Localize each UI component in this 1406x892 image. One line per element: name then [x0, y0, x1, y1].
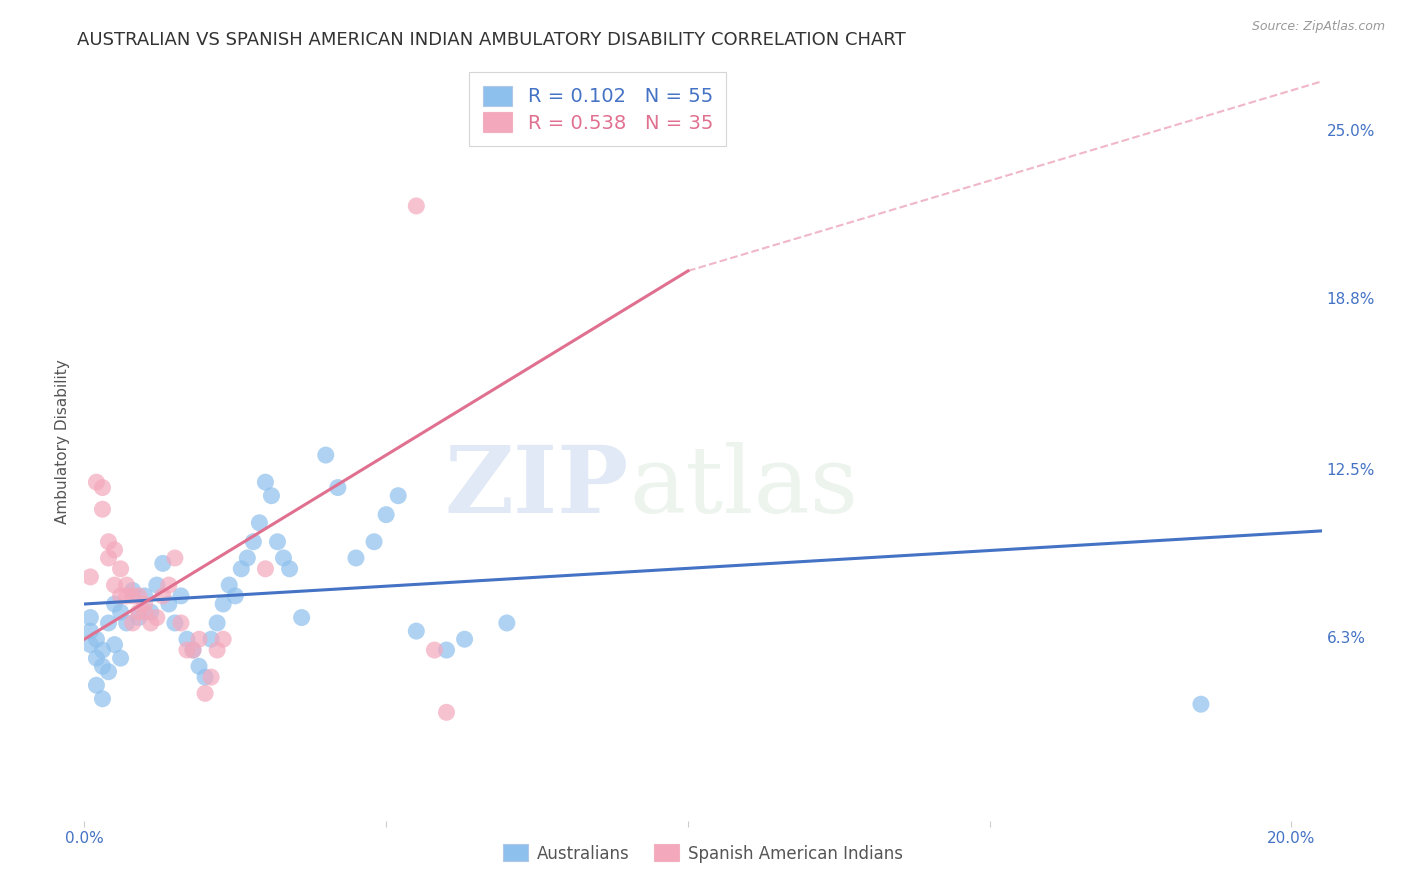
Point	[97, 551, 120, 566]
Point	[79, 638, 101, 652]
Point	[121, 583, 143, 598]
Point	[194, 686, 217, 700]
Point	[326, 481, 349, 495]
Point	[134, 597, 156, 611]
Point	[110, 651, 132, 665]
Point	[91, 643, 114, 657]
Point	[436, 706, 458, 720]
Point	[273, 551, 295, 566]
Point	[405, 199, 427, 213]
Point	[218, 578, 240, 592]
Point	[86, 632, 108, 647]
Point	[194, 670, 217, 684]
Point	[91, 659, 114, 673]
Point	[157, 597, 180, 611]
Point	[97, 534, 120, 549]
Point	[146, 578, 169, 592]
Point	[291, 610, 314, 624]
Point	[103, 638, 125, 652]
Point	[103, 578, 125, 592]
Point	[115, 615, 138, 630]
Point	[79, 624, 101, 639]
Point	[423, 643, 446, 657]
Point	[115, 589, 138, 603]
Point	[224, 589, 246, 603]
Point	[344, 551, 367, 566]
Point	[139, 605, 162, 619]
Point	[200, 670, 222, 684]
Point	[103, 597, 125, 611]
Point	[242, 534, 264, 549]
Point	[163, 551, 186, 566]
Point	[152, 557, 174, 571]
Text: Source: ZipAtlas.com: Source: ZipAtlas.com	[1251, 20, 1385, 33]
Point	[188, 632, 211, 647]
Point	[97, 615, 120, 630]
Point	[170, 615, 193, 630]
Point	[134, 605, 156, 619]
Point	[110, 605, 132, 619]
Point	[115, 578, 138, 592]
Point	[375, 508, 398, 522]
Point	[157, 578, 180, 592]
Point	[128, 605, 150, 619]
Point	[254, 562, 277, 576]
Point	[176, 643, 198, 657]
Point	[278, 562, 301, 576]
Point	[387, 489, 409, 503]
Point	[260, 489, 283, 503]
Point	[79, 610, 101, 624]
Point	[236, 551, 259, 566]
Point	[405, 624, 427, 639]
Point	[91, 691, 114, 706]
Point	[79, 570, 101, 584]
Point	[86, 651, 108, 665]
Point	[247, 516, 270, 530]
Point	[86, 475, 108, 490]
Text: AUSTRALIAN VS SPANISH AMERICAN INDIAN AMBULATORY DISABILITY CORRELATION CHART: AUSTRALIAN VS SPANISH AMERICAN INDIAN AM…	[77, 31, 905, 49]
Point	[91, 502, 114, 516]
Point	[1189, 697, 1212, 711]
Point	[134, 589, 156, 603]
Point	[315, 448, 337, 462]
Point	[121, 615, 143, 630]
Point	[181, 643, 204, 657]
Point	[103, 542, 125, 557]
Point	[139, 615, 162, 630]
Point	[188, 659, 211, 673]
Legend: Australians, Spanish American Indians: Australians, Spanish American Indians	[496, 838, 910, 869]
Point	[110, 589, 132, 603]
Point	[86, 678, 108, 692]
Point	[205, 643, 228, 657]
Point	[146, 610, 169, 624]
Text: ZIP: ZIP	[444, 442, 628, 532]
Point	[121, 589, 143, 603]
Point	[170, 589, 193, 603]
Point	[212, 632, 235, 647]
Point	[495, 615, 517, 630]
Y-axis label: Ambulatory Disability: Ambulatory Disability	[55, 359, 70, 524]
Point	[163, 615, 186, 630]
Point	[254, 475, 277, 490]
Point	[205, 615, 228, 630]
Point	[231, 562, 253, 576]
Point	[176, 632, 198, 647]
Point	[453, 632, 475, 647]
Point	[128, 589, 150, 603]
Text: atlas: atlas	[628, 442, 858, 532]
Point	[152, 589, 174, 603]
Point	[436, 643, 458, 657]
Point	[97, 665, 120, 679]
Point	[363, 534, 385, 549]
Point	[110, 562, 132, 576]
Point	[266, 534, 288, 549]
Point	[181, 643, 204, 657]
Point	[200, 632, 222, 647]
Point	[128, 610, 150, 624]
Point	[212, 597, 235, 611]
Point	[91, 481, 114, 495]
